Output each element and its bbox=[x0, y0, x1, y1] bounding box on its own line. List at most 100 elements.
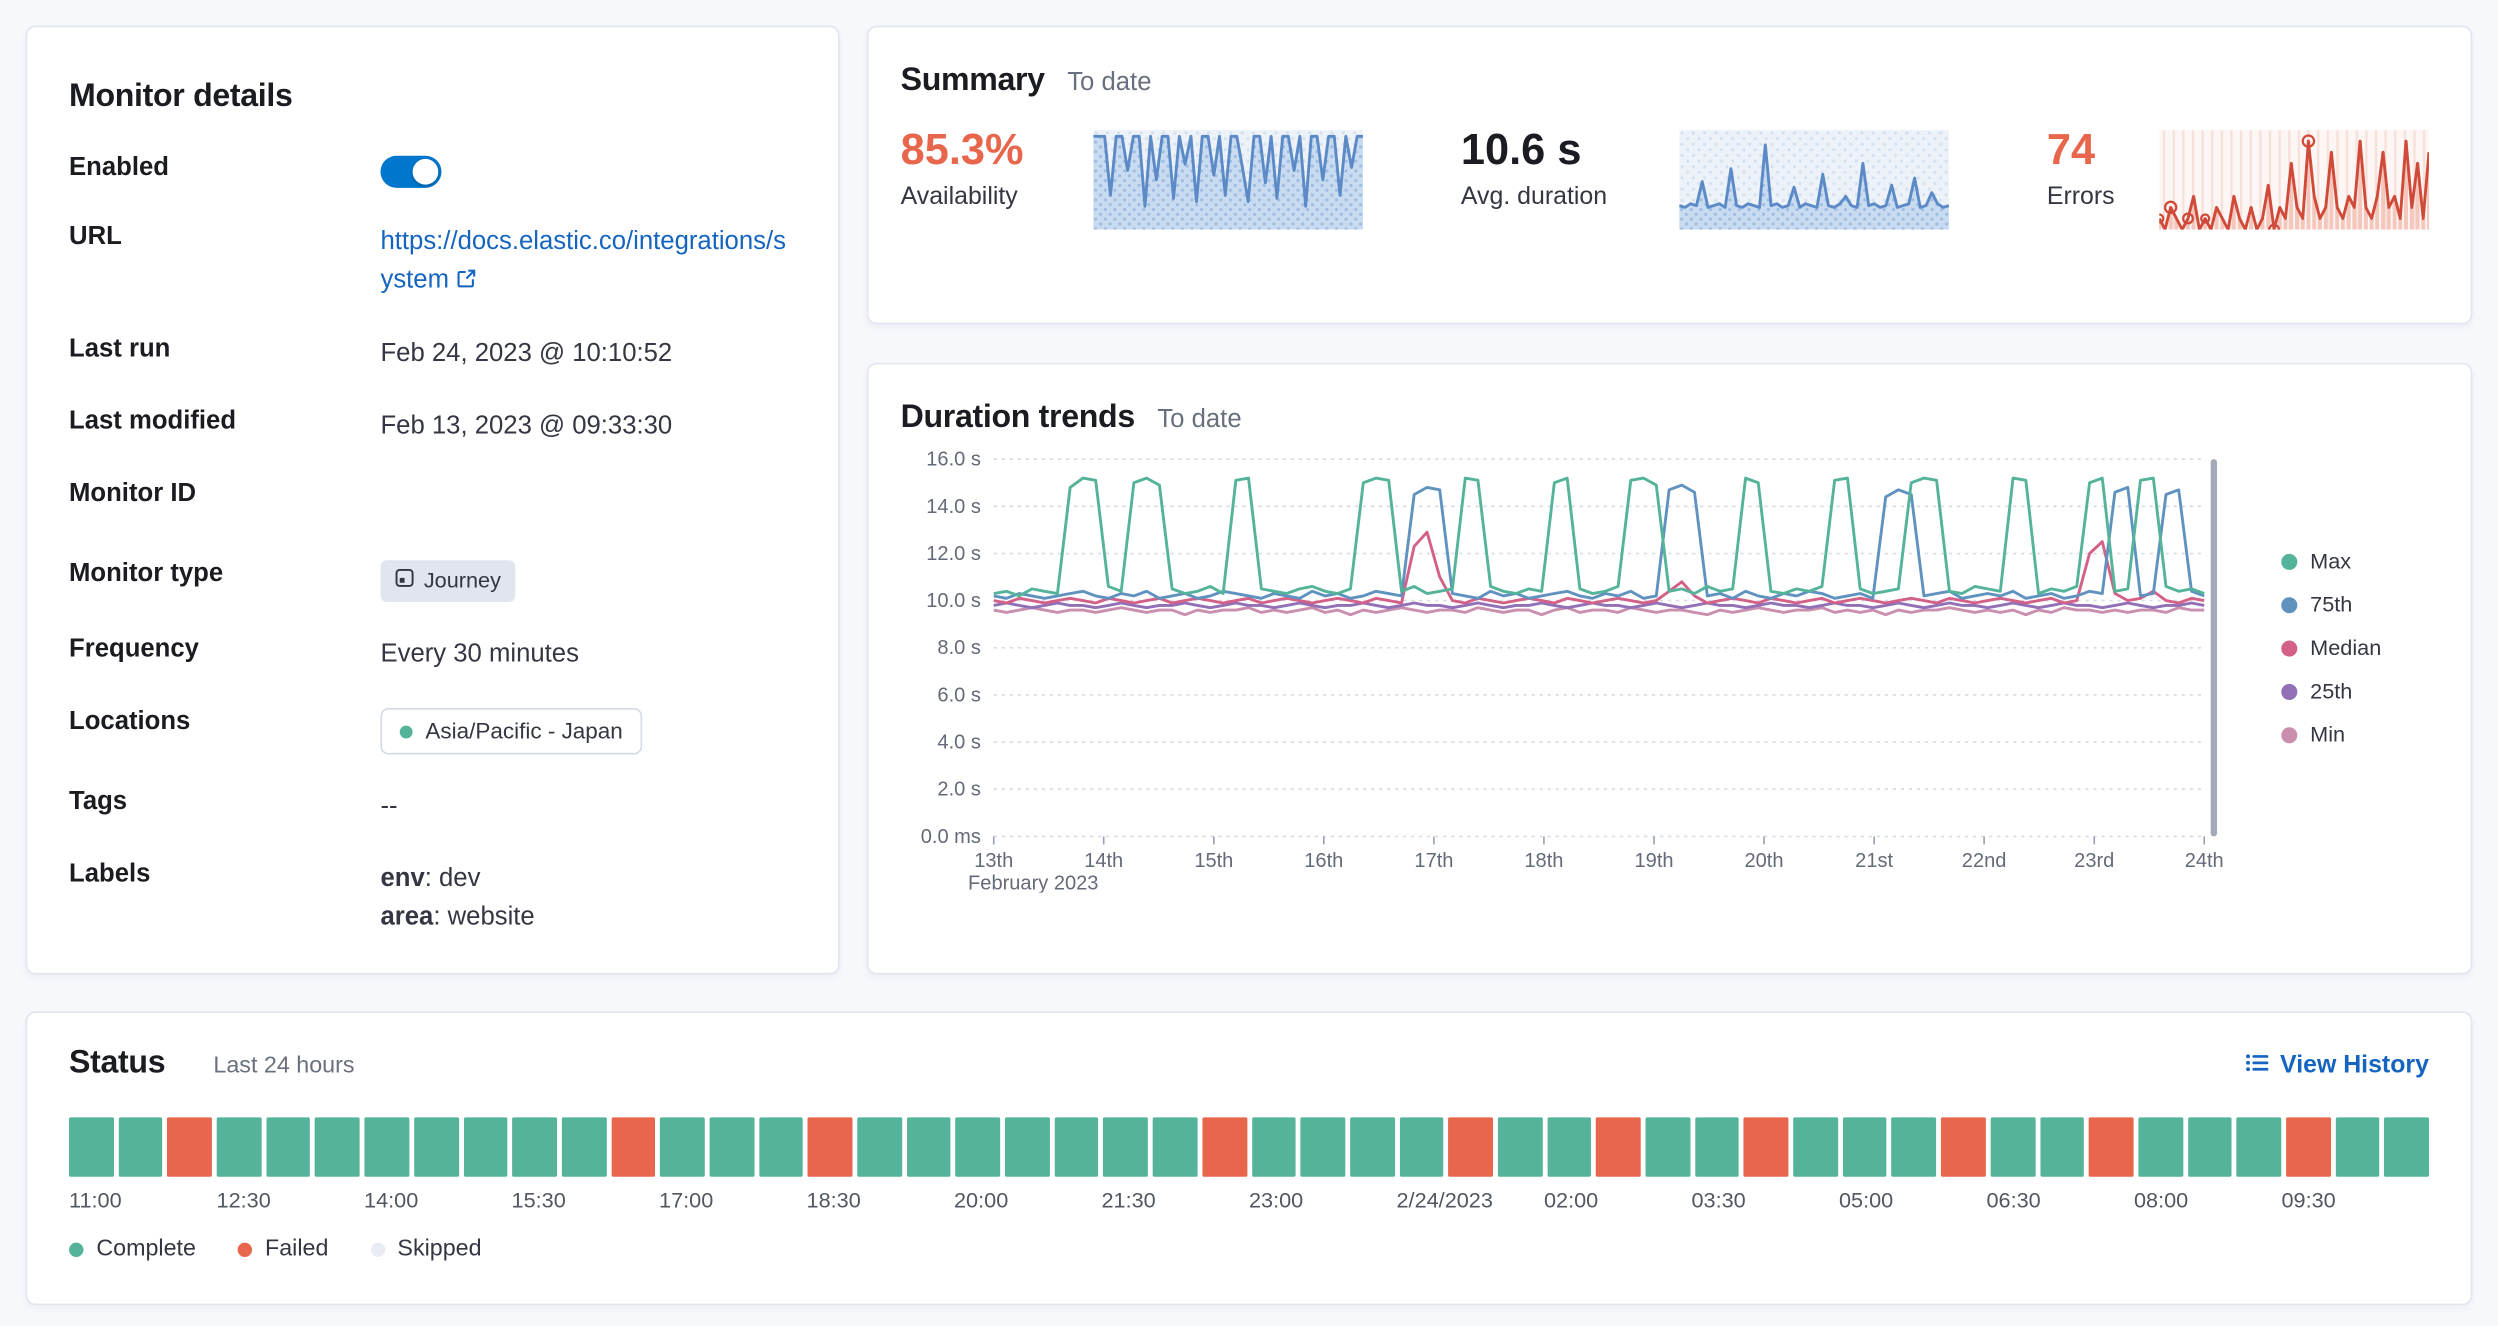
avg-duration-label: Avg. duration bbox=[1460, 183, 1608, 211]
status-cell-failed[interactable] bbox=[167, 1117, 213, 1177]
status-cell-complete[interactable] bbox=[1152, 1117, 1198, 1177]
status-cell-failed[interactable] bbox=[2285, 1117, 2331, 1177]
tags-label: Tags bbox=[69, 788, 128, 816]
detail-row-tags: Tags -- bbox=[69, 789, 796, 828]
status-cell-failed[interactable] bbox=[1596, 1117, 1641, 1177]
last-run-value: Feb 24, 2023 @ 10:10:52 bbox=[380, 340, 673, 368]
error-bar bbox=[2427, 152, 2429, 230]
legend-dot bbox=[2281, 683, 2298, 700]
status-cell-failed[interactable] bbox=[1448, 1117, 1493, 1177]
y-axis-tick-label: 2.0 s bbox=[937, 779, 980, 801]
status-cell-complete[interactable] bbox=[857, 1117, 902, 1177]
detail-row-monitor-type: Monitor type Journey bbox=[69, 560, 796, 603]
monitor-details-panel: Monitor details Enabled URL https://docs… bbox=[25, 25, 840, 975]
legend-dot bbox=[2281, 553, 2298, 570]
toggle-knob bbox=[412, 158, 439, 185]
monitor-url-link[interactable]: https://docs.elastic.co/integrations/sys… bbox=[380, 227, 786, 294]
legend-item-max[interactable]: Max bbox=[2281, 539, 2381, 582]
status-cell-complete[interactable] bbox=[364, 1117, 410, 1177]
status-time-label: 15:30 bbox=[511, 1187, 566, 1213]
monitor-details-title: Monitor details bbox=[69, 78, 293, 114]
status-cell-complete[interactable] bbox=[266, 1117, 311, 1177]
error-marker bbox=[2268, 223, 2280, 230]
legend-item-median[interactable]: Median bbox=[2281, 626, 2381, 669]
status-cell-complete[interactable] bbox=[118, 1117, 163, 1177]
status-cell-complete[interactable] bbox=[315, 1117, 360, 1177]
status-cell-failed[interactable] bbox=[1202, 1117, 1247, 1177]
status-cell-complete[interactable] bbox=[1251, 1117, 1296, 1177]
y-axis-tick-label: 12.0 s bbox=[926, 543, 981, 565]
status-time-label: 17:00 bbox=[659, 1187, 714, 1213]
status-cell-complete[interactable] bbox=[1891, 1117, 1937, 1177]
errors-sparkline bbox=[2159, 130, 2429, 230]
error-bar bbox=[2381, 152, 2385, 230]
error-bar bbox=[2220, 218, 2225, 230]
status-cell-complete[interactable] bbox=[660, 1117, 705, 1177]
legend-item-75th[interactable]: 75th bbox=[2281, 583, 2381, 626]
status-cell-complete[interactable] bbox=[69, 1117, 114, 1177]
status-cell-complete[interactable] bbox=[1793, 1117, 1838, 1177]
view-history-link[interactable]: View History bbox=[2246, 1052, 2429, 1081]
status-cell-failed[interactable] bbox=[610, 1117, 656, 1177]
error-bar bbox=[2231, 196, 2236, 230]
status-cell-complete[interactable] bbox=[216, 1117, 262, 1177]
status-cell-failed[interactable] bbox=[2088, 1117, 2134, 1177]
status-cell-complete[interactable] bbox=[1497, 1117, 1543, 1177]
status-cell-complete[interactable] bbox=[561, 1117, 607, 1177]
status-cell-failed[interactable] bbox=[1744, 1117, 1789, 1177]
status-cell-complete[interactable] bbox=[1349, 1117, 1395, 1177]
status-time-label: 03:30 bbox=[1691, 1187, 1746, 1213]
status-cell-complete[interactable] bbox=[906, 1117, 951, 1177]
status-cell-complete[interactable] bbox=[758, 1117, 804, 1177]
status-cell-failed[interactable] bbox=[808, 1117, 853, 1177]
status-cell-complete[interactable] bbox=[1399, 1117, 1444, 1177]
status-cell-complete[interactable] bbox=[1005, 1117, 1050, 1177]
status-cell-complete[interactable] bbox=[1103, 1117, 1149, 1177]
status-cell-complete[interactable] bbox=[2236, 1117, 2282, 1177]
status-cell-complete[interactable] bbox=[1842, 1117, 1888, 1177]
journey-icon bbox=[395, 565, 414, 598]
status-cell-complete[interactable] bbox=[1694, 1117, 1740, 1177]
error-bar bbox=[2174, 218, 2179, 230]
status-cell-complete[interactable] bbox=[463, 1117, 508, 1177]
error-marker bbox=[2200, 213, 2211, 224]
journey-badge-label: Journey bbox=[423, 568, 501, 593]
status-cell-complete[interactable] bbox=[2138, 1117, 2183, 1177]
status-cell-failed[interactable] bbox=[1941, 1117, 1986, 1177]
enabled-toggle[interactable] bbox=[380, 155, 442, 188]
detail-row-url: URL https://docs.elastic.co/integrations… bbox=[69, 223, 796, 302]
monitor-type-label: Monitor type bbox=[69, 560, 224, 588]
legend-dot bbox=[2281, 596, 2298, 613]
x-axis-tick-label: 16th bbox=[1304, 850, 1343, 872]
sparkline-line bbox=[1679, 143, 1949, 209]
error-bar bbox=[2409, 207, 2414, 230]
duration-trends-chart[interactable]: 16.0 s 14.0 s 12.0 s 10.0 s 8.0 s 6.0 s 4.0 s 2… bbox=[901, 446, 2275, 893]
status-cell-complete[interactable] bbox=[2039, 1117, 2085, 1177]
legend-item-min[interactable]: Min bbox=[2281, 713, 2381, 756]
status-cell-complete[interactable] bbox=[1054, 1117, 1099, 1177]
availability-metric: 85.3% Availability bbox=[901, 125, 1363, 230]
status-cell-complete[interactable] bbox=[2384, 1117, 2429, 1177]
external-link-icon bbox=[455, 263, 476, 302]
legend-item-25th[interactable]: 25th bbox=[2281, 669, 2381, 712]
status-cell-complete[interactable] bbox=[1990, 1117, 2035, 1177]
avg-duration-sparkline bbox=[1679, 130, 1949, 230]
status-cell-complete[interactable] bbox=[1645, 1117, 1690, 1177]
status-cell-complete[interactable] bbox=[413, 1117, 459, 1177]
view-history-label: View History bbox=[2280, 1051, 2429, 1079]
status-cell-complete[interactable] bbox=[2187, 1117, 2232, 1177]
error-bar bbox=[2329, 152, 2334, 230]
chart-scrollbar[interactable] bbox=[2210, 459, 2218, 837]
monitor-details-rows: Enabled URL https://docs.elastic.co/inte… bbox=[69, 154, 796, 938]
location-status-dot bbox=[399, 725, 413, 739]
avg-duration-metric: 10.6 s Avg. duration bbox=[1460, 125, 1949, 230]
status-cell-complete[interactable] bbox=[1300, 1117, 1346, 1177]
status-cell-complete[interactable] bbox=[2335, 1117, 2380, 1177]
status-cell-complete[interactable] bbox=[709, 1117, 754, 1177]
status-cell-complete[interactable] bbox=[1547, 1117, 1592, 1177]
status-legend-item-complete: Complete bbox=[69, 1236, 196, 1262]
x-axis-tick-label: 14th bbox=[1084, 850, 1123, 872]
error-marker bbox=[2163, 200, 2178, 215]
status-cell-complete[interactable] bbox=[512, 1117, 557, 1177]
status-cell-complete[interactable] bbox=[955, 1117, 1001, 1177]
